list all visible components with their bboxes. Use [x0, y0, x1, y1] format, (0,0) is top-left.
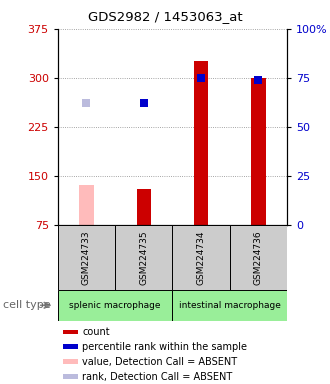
Text: count: count: [82, 327, 110, 337]
Bar: [115, 225, 173, 290]
Bar: [58, 225, 115, 290]
Bar: [63, 359, 78, 364]
Text: GSM224734: GSM224734: [197, 230, 206, 285]
Bar: [58, 290, 173, 321]
Text: rank, Detection Call = ABSENT: rank, Detection Call = ABSENT: [82, 372, 233, 382]
Bar: [63, 374, 78, 379]
Bar: [251, 78, 266, 225]
Text: value, Detection Call = ABSENT: value, Detection Call = ABSENT: [82, 357, 237, 367]
Text: GSM224733: GSM224733: [82, 230, 91, 285]
Bar: [194, 61, 208, 225]
Text: splenic macrophage: splenic macrophage: [69, 301, 161, 310]
Text: percentile rank within the sample: percentile rank within the sample: [82, 342, 247, 352]
Text: GSM224736: GSM224736: [254, 230, 263, 285]
Bar: [63, 344, 78, 349]
Bar: [173, 225, 230, 290]
Bar: [173, 290, 287, 321]
Bar: [79, 185, 94, 225]
Text: cell type: cell type: [3, 300, 51, 310]
Bar: [63, 329, 78, 334]
Bar: [230, 225, 287, 290]
Text: GSM224735: GSM224735: [139, 230, 148, 285]
Text: GDS2982 / 1453063_at: GDS2982 / 1453063_at: [88, 10, 242, 23]
Bar: [137, 189, 151, 225]
Text: intestinal macrophage: intestinal macrophage: [179, 301, 281, 310]
